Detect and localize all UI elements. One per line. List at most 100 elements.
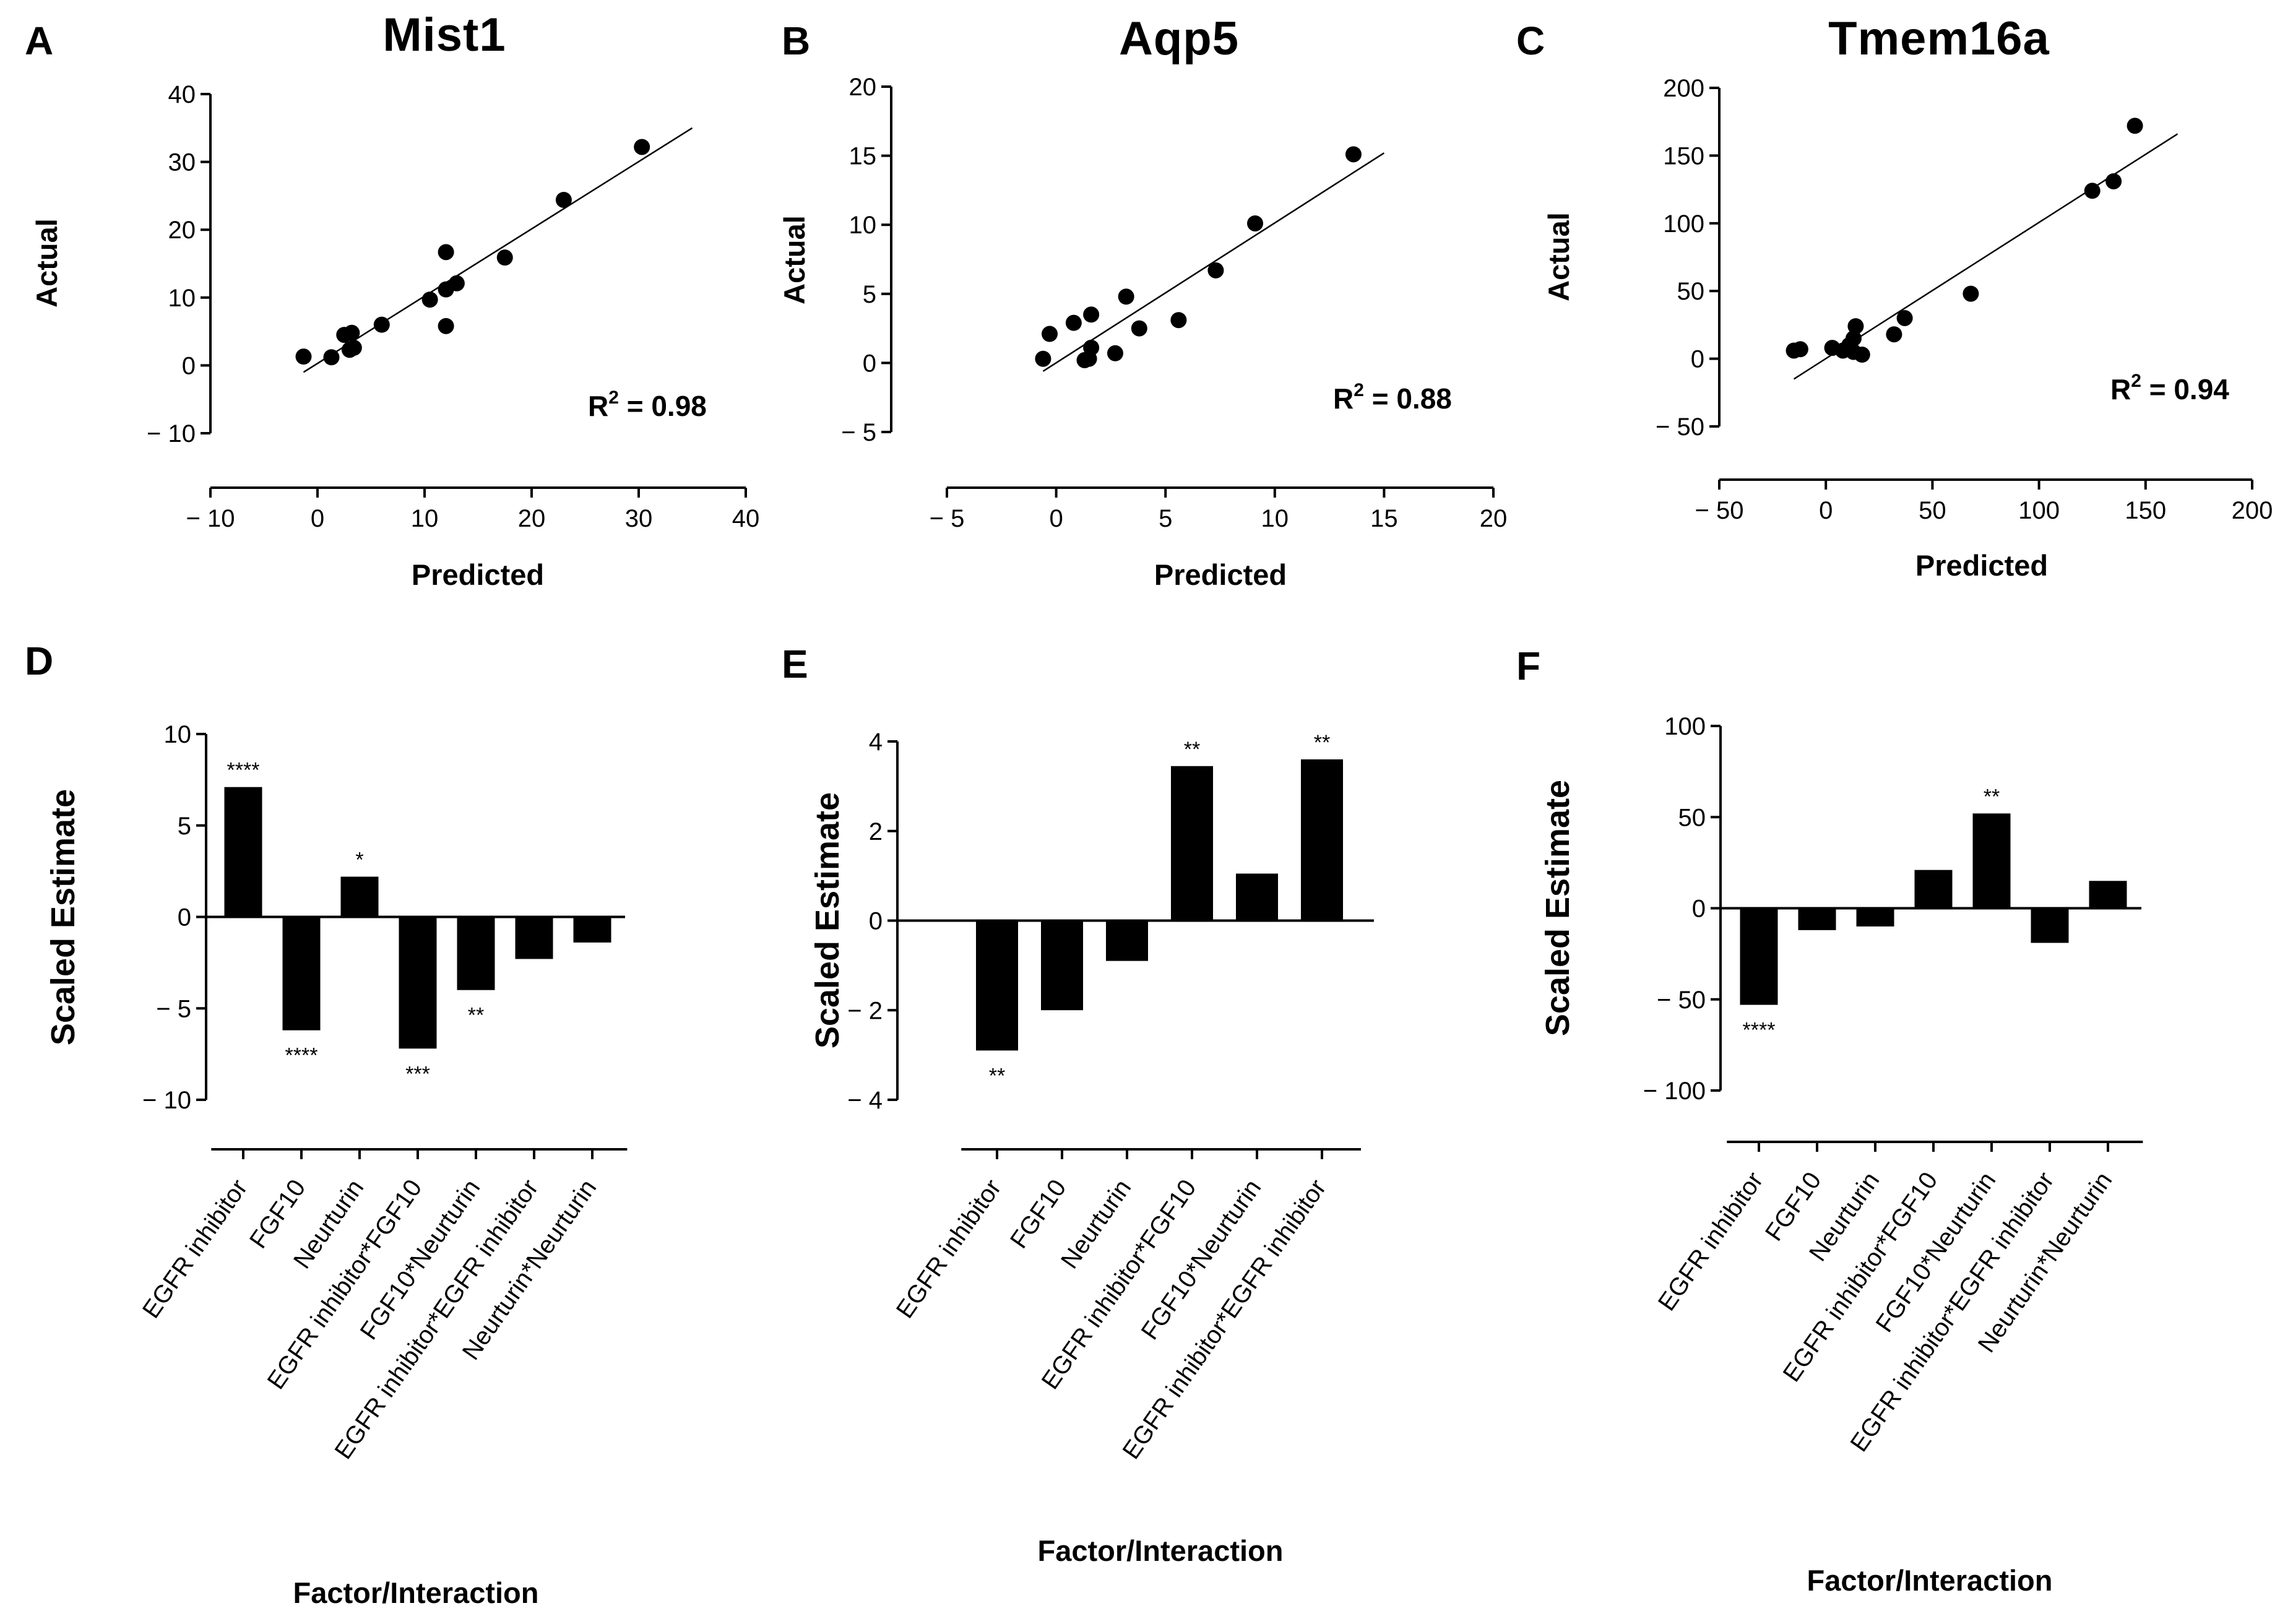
data-point (2084, 183, 2101, 199)
r2-letter: R (588, 390, 608, 422)
data-point (1247, 215, 1264, 231)
x-tick-label: 0 (311, 505, 324, 532)
significance-label: * (355, 848, 363, 871)
category-label: FGF10*Neurturin (1136, 1175, 1267, 1345)
y-tick-label: 20 (168, 217, 196, 244)
y-tick-label: − 5 (156, 995, 191, 1022)
y-tick-label: − 50 (1657, 987, 1706, 1014)
data-point (343, 324, 360, 341)
significance-label: ** (1984, 785, 2000, 808)
y-tick-label: 0 (1691, 346, 1704, 373)
data-point (1107, 345, 1123, 361)
x-tick-label: 15 (1370, 505, 1398, 532)
x-axis-label: Factor/Interaction (1038, 1534, 1284, 1567)
y-tick-label: 100 (1663, 210, 1704, 238)
category-label: EGFR inhibitor (1653, 1167, 1768, 1316)
y-tick-label: 0 (182, 352, 196, 379)
y-tick-label: 5 (863, 281, 876, 308)
x-tick-label: 20 (1480, 505, 1508, 532)
x-tick-label: 20 (518, 505, 546, 532)
x-tick-label: 0 (1819, 497, 1833, 524)
x-tick-label: 50 (1919, 497, 1946, 524)
y-axis-label: Actual (778, 215, 811, 304)
x-tick-label: 10 (1261, 505, 1289, 532)
panel-letter: A (25, 19, 53, 63)
y-tick-label: 30 (168, 149, 196, 176)
r2-superscript: 2 (1354, 380, 1364, 400)
data-point (1345, 146, 1362, 163)
x-axis-label: Predicted (412, 558, 544, 591)
y-axis-label: Actual (30, 218, 63, 308)
panel-letter: E (782, 642, 808, 686)
y-tick-label: 50 (1677, 278, 1705, 305)
r2-value: = 0.98 (619, 390, 707, 422)
data-point (448, 275, 465, 292)
bar (2031, 908, 2069, 943)
bar (976, 920, 1018, 1051)
x-tick-label: 200 (2232, 497, 2273, 524)
data-point (1083, 306, 1100, 323)
data-point (438, 244, 454, 261)
panel-letter: C (1516, 19, 1545, 63)
y-tick-label: − 50 (1656, 413, 1704, 441)
y-tick-label: 15 (849, 143, 877, 170)
bar (573, 917, 611, 943)
bar (1798, 908, 1836, 930)
x-axis-label: Predicted (1154, 558, 1287, 591)
significance-label: ** (468, 1004, 484, 1027)
chart-title: Mist1 (382, 9, 506, 61)
y-axis-label: Actual (1542, 212, 1575, 301)
x-axis-label: Predicted (1915, 549, 2048, 582)
data-point (295, 348, 312, 365)
bar (282, 917, 321, 1030)
data-point (1845, 330, 1862, 347)
data-point (634, 139, 650, 155)
significance-label: ** (989, 1064, 1005, 1087)
category-label: FGF10 (1005, 1175, 1071, 1253)
data-point (1896, 309, 1913, 326)
bar (515, 917, 553, 959)
r2-letter: R (2110, 373, 2131, 405)
bar (1972, 813, 2011, 909)
data-point (1886, 326, 1902, 343)
significance-label: **** (285, 1044, 318, 1068)
scatter-panel-a: A Mist1 − 10 0 10 20 30 40 − 10 0 10 20 30 40 Predicte… (25, 9, 759, 591)
data-point (1792, 341, 1808, 358)
bar (457, 917, 495, 990)
data-point (1131, 320, 1147, 337)
r-squared-label: R2 = 0.94 (2110, 371, 2229, 405)
data-point (1854, 347, 1870, 363)
bar (1301, 759, 1343, 921)
data-point (1207, 262, 1224, 279)
significance-label: **** (1743, 1019, 1776, 1042)
y-tick-label: 200 (1663, 75, 1704, 102)
y-axis-label: Scaled Estimate (1539, 780, 1576, 1036)
bar (1914, 870, 1953, 909)
data-point (438, 317, 454, 334)
data-point (1118, 288, 1134, 305)
r2-letter: R (1333, 382, 1354, 415)
y-tick-label: 10 (849, 212, 877, 239)
x-tick-label: 40 (732, 505, 760, 532)
panel-letter: F (1516, 644, 1540, 688)
y-tick-label: 0 (869, 908, 883, 935)
data-point (496, 249, 513, 266)
x-tick-label: 150 (2125, 497, 2166, 524)
data-point (2105, 173, 2122, 189)
y-tick-label: 10 (164, 721, 192, 748)
r2-value: = 0.88 (1364, 382, 1452, 415)
y-tick-label: 2 (869, 818, 883, 845)
data-point (421, 292, 438, 308)
chart-title: Tmem16a (1828, 12, 2050, 65)
data-point (1170, 312, 1187, 329)
y-tick-label: 100 (1664, 713, 1706, 740)
x-tick-label: − 10 (186, 505, 235, 532)
data-point (1065, 314, 1082, 331)
r2-value: = 0.94 (2141, 373, 2229, 405)
data-point (555, 191, 572, 208)
bar (1236, 873, 1278, 921)
bar (1041, 920, 1083, 1011)
bar (340, 876, 379, 917)
